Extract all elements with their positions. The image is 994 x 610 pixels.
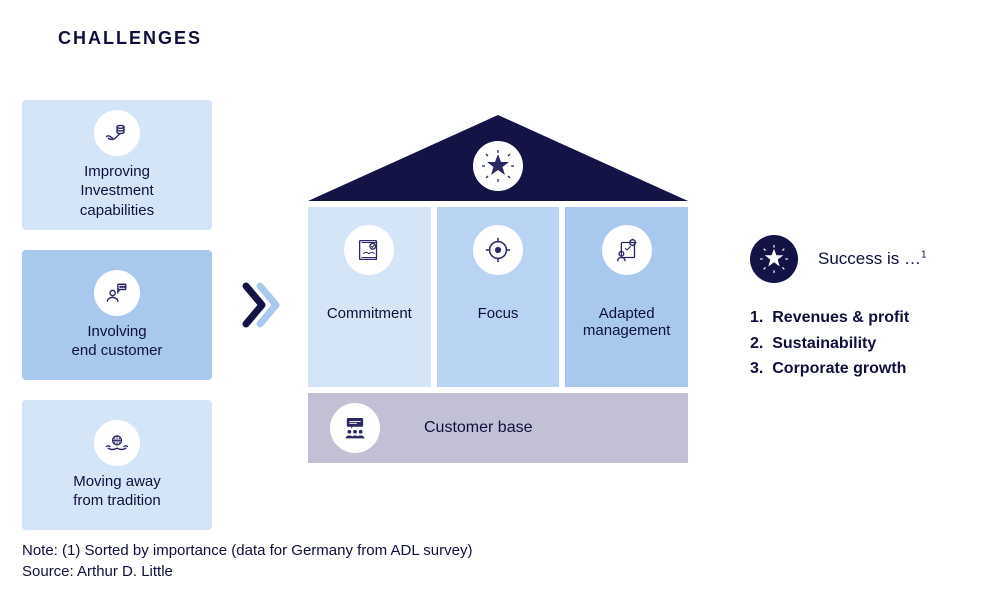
pillar-label: Adapted management bbox=[583, 305, 671, 339]
challenge-label: Involving end customer bbox=[72, 322, 163, 361]
base-label: Customer base bbox=[424, 419, 533, 437]
challenge-card-investment: Improving Investment capabilities bbox=[22, 100, 212, 230]
success-block: Success is …1 1. Revenues & profit 2. Su… bbox=[750, 235, 980, 382]
house-diagram: Commitment Focus bbox=[308, 115, 688, 463]
note-text: Note: (1) Sorted by importance (data for… bbox=[22, 540, 472, 561]
roof-star-icon bbox=[473, 141, 523, 191]
customer-base-icon bbox=[330, 403, 380, 453]
challenge-label: Moving away from tradition bbox=[73, 472, 161, 511]
list-item: 2. Sustainability bbox=[750, 331, 980, 357]
pillar-label: Commitment bbox=[327, 305, 412, 322]
list-item: 3. Corporate growth bbox=[750, 356, 980, 382]
tradition-icon bbox=[94, 420, 140, 466]
success-title: Success is …1 bbox=[818, 249, 927, 269]
pillar-label: Focus bbox=[478, 305, 519, 322]
list-item: 1. Revenues & profit bbox=[750, 305, 980, 331]
footnotes: Note: (1) Sorted by importance (data for… bbox=[22, 540, 472, 582]
arrow-icon bbox=[238, 280, 288, 330]
adapted-icon bbox=[602, 225, 652, 275]
focus-icon bbox=[473, 225, 523, 275]
success-star-icon bbox=[750, 235, 798, 283]
investment-icon bbox=[94, 110, 140, 156]
success-list: 1. Revenues & profit 2. Sustainability 3… bbox=[750, 305, 980, 382]
pillar-commitment: Commitment bbox=[308, 207, 431, 387]
challenge-card-tradition: Moving away from tradition bbox=[22, 400, 212, 530]
challenges-column: Improving Investment capabilities Involv… bbox=[22, 100, 212, 550]
commitment-icon bbox=[344, 225, 394, 275]
pillar-focus: Focus bbox=[437, 207, 560, 387]
section-title: CHALLENGES bbox=[58, 28, 202, 49]
source-text: Source: Arthur D. Little bbox=[22, 561, 472, 582]
house-pillars: Commitment Focus bbox=[308, 207, 688, 387]
challenge-label: Improving Investment capabilities bbox=[80, 162, 154, 221]
house-roof bbox=[308, 115, 688, 201]
challenge-card-customer: Involving end customer bbox=[22, 250, 212, 380]
pillar-adapted: Adapted management bbox=[565, 207, 688, 387]
customer-icon bbox=[94, 270, 140, 316]
house-base: Customer base bbox=[308, 393, 688, 463]
